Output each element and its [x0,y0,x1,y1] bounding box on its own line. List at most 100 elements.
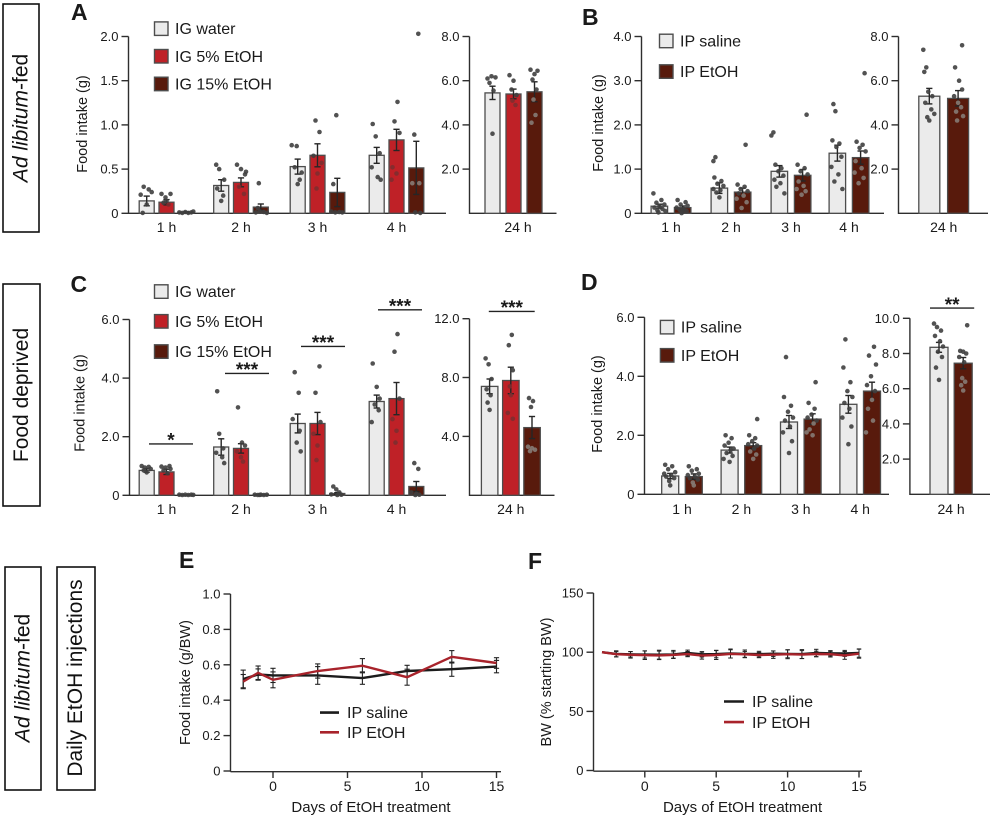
svg-text:2 h: 2 h [732,501,751,517]
svg-text:0.6: 0.6 [202,657,220,672]
svg-text:0: 0 [213,764,220,779]
svg-text:4 h: 4 h [387,219,406,235]
svg-text:6.0: 6.0 [441,73,459,88]
svg-text:12.0: 12.0 [434,311,459,326]
svg-text:150: 150 [562,586,584,601]
svg-text:*: * [167,431,175,452]
svg-text:2.0: 2.0 [616,428,634,443]
svg-text:Days of EtOH treatment: Days of EtOH treatment [663,799,823,816]
svg-text:3 h: 3 h [781,219,800,235]
svg-text:Food intake (g): Food intake (g) [73,354,89,452]
svg-text:0.8: 0.8 [202,622,220,637]
svg-text:15: 15 [851,778,867,794]
svg-text:4.0: 4.0 [613,29,631,44]
svg-text:0: 0 [112,488,119,503]
svg-text:4.0: 4.0 [882,416,900,431]
svg-text:IP saline: IP saline [752,694,813,711]
svg-text:Ad libitum-fed: Ad libitum-fed [10,54,33,184]
svg-text:10: 10 [414,778,430,794]
svg-text:4 h: 4 h [850,501,869,517]
svg-text:IP saline: IP saline [347,705,408,722]
svg-text:100: 100 [562,645,584,660]
svg-text:1 h: 1 h [157,501,176,517]
svg-text:5: 5 [344,778,352,794]
svg-text:IP EtOH: IP EtOH [680,64,738,81]
svg-text:BW (% starting BW): BW (% starting BW) [539,618,555,747]
svg-text:Food intake (g/BW): Food intake (g/BW) [178,620,194,745]
svg-text:IG water: IG water [175,21,236,38]
svg-text:3 h: 3 h [308,501,327,517]
svg-text:IG 5% EtOH: IG 5% EtOH [175,314,263,331]
svg-text:2.0: 2.0 [101,429,119,444]
svg-text:IG 15% EtOH: IG 15% EtOH [175,77,272,94]
svg-text:Days of EtOH treatment: Days of EtOH treatment [291,799,451,816]
svg-text:3 h: 3 h [791,501,810,517]
svg-text:8.0: 8.0 [441,29,459,44]
svg-text:***: *** [501,298,524,319]
svg-text:1 h: 1 h [157,219,176,235]
svg-text:Food intake (g): Food intake (g) [591,74,607,172]
svg-text:15: 15 [489,778,505,794]
svg-text:C: C [71,271,88,297]
svg-text:IG water: IG water [175,284,236,301]
svg-text:2.0: 2.0 [870,162,888,177]
svg-text:6.0: 6.0 [870,73,888,88]
svg-text:1.0: 1.0 [202,587,220,602]
svg-text:24 h: 24 h [930,219,957,235]
svg-text:B: B [582,4,599,30]
svg-text:3.0: 3.0 [613,73,631,88]
svg-text:0: 0 [269,778,277,794]
svg-text:24 h: 24 h [504,219,531,235]
svg-text:4.0: 4.0 [441,117,459,132]
svg-text:6.0: 6.0 [101,312,119,327]
svg-text:50: 50 [569,704,583,719]
svg-text:3 h: 3 h [308,219,327,235]
svg-text:IG 5% EtOH: IG 5% EtOH [175,49,263,66]
svg-text:0.4: 0.4 [202,693,220,708]
svg-text:***: *** [236,360,259,381]
svg-text:**: ** [945,295,960,316]
svg-text:***: *** [312,333,335,354]
svg-text:0: 0 [576,763,583,778]
svg-text:A: A [71,0,88,25]
svg-text:IP saline: IP saline [680,34,741,51]
svg-text:1.5: 1.5 [100,73,118,88]
svg-text:Ad libitum-fed: Ad libitum-fed [12,614,35,744]
svg-text:2.0: 2.0 [100,29,118,44]
svg-text:Daily EtOH injections: Daily EtOH injections [64,579,87,776]
svg-text:6.0: 6.0 [616,310,634,325]
svg-text:8.0: 8.0 [441,370,459,385]
svg-text:Food intake (g): Food intake (g) [75,75,91,173]
svg-text:Food deprived: Food deprived [10,328,33,462]
svg-text:2 h: 2 h [231,501,250,517]
svg-text:0: 0 [627,487,634,502]
svg-text:0.2: 0.2 [202,728,220,743]
svg-text:2.0: 2.0 [441,162,459,177]
svg-text:1 h: 1 h [661,219,680,235]
svg-text:F: F [528,548,542,574]
svg-text:IP saline: IP saline [681,320,742,337]
svg-text:0: 0 [641,778,649,794]
svg-text:2.0: 2.0 [882,452,900,467]
svg-text:4.0: 4.0 [870,117,888,132]
svg-text:IP EtOH: IP EtOH [752,715,810,732]
svg-text:24 h: 24 h [497,501,524,517]
svg-text:4.0: 4.0 [101,371,119,386]
svg-text:6.0: 6.0 [882,381,900,396]
svg-text:D: D [581,269,598,295]
svg-text:4 h: 4 h [839,219,858,235]
svg-text:2 h: 2 h [721,219,740,235]
svg-text:10.0: 10.0 [875,311,900,326]
svg-text:IP EtOH: IP EtOH [681,348,739,365]
svg-text:4.0: 4.0 [616,369,634,384]
svg-text:2.0: 2.0 [613,117,631,132]
svg-text:4.0: 4.0 [441,429,459,444]
svg-text:8.0: 8.0 [870,29,888,44]
svg-text:10: 10 [780,778,796,794]
svg-text:Food intake (g): Food intake (g) [590,355,606,453]
svg-text:IG 15% EtOH: IG 15% EtOH [175,344,272,361]
svg-text:5: 5 [712,778,720,794]
svg-text:***: *** [389,297,412,318]
svg-text:24 h: 24 h [937,501,964,517]
svg-text:1.0: 1.0 [613,162,631,177]
